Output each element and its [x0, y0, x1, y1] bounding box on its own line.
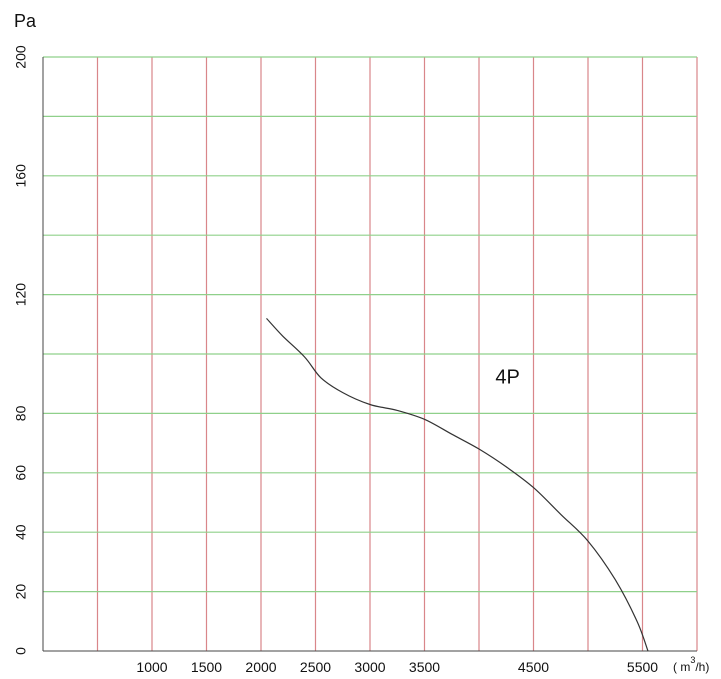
x-tick-label-4500: 4500: [518, 659, 549, 675]
x-tick-labels: 1000 1500 2000 2500 3000 3500 4500 5500: [136, 659, 658, 675]
y-tick-label-60: 60: [13, 465, 29, 481]
y-tick-label-0: 0: [13, 647, 29, 655]
x-axis-unit-label: ( m3/h): [673, 655, 709, 674]
x-tick-label-3000: 3000: [354, 659, 385, 675]
x-tick-label-1500: 1500: [191, 659, 222, 675]
y-tick-label-20: 20: [13, 584, 29, 600]
x-unit-suffix: /h): [695, 660, 709, 674]
y-tick-label-200: 200: [13, 45, 29, 69]
curve-4p-label: 4P: [495, 367, 519, 389]
y-tick-label-160: 160: [13, 164, 29, 188]
x-tick-label-2500: 2500: [300, 659, 331, 675]
y-tick-labels: 0 20 40 60 80 120 160 200: [13, 45, 29, 655]
x-tick-label-3500: 3500: [409, 659, 440, 675]
y-tick-label-40: 40: [13, 524, 29, 540]
x-unit-prefix: ( m: [673, 660, 690, 674]
y-tick-label-120: 120: [13, 283, 29, 307]
x-unit-exponent: 3: [690, 655, 695, 665]
horizontal-gridlines: [43, 56, 697, 593]
y-tick-label-80: 80: [13, 405, 29, 421]
x-tick-label-5500: 5500: [627, 659, 658, 675]
x-tick-label-1000: 1000: [136, 659, 167, 675]
y-axis-unit-label: Pa: [14, 11, 37, 31]
curve-4p-line: [266, 317, 649, 652]
x-tick-label-2000: 2000: [245, 659, 276, 675]
